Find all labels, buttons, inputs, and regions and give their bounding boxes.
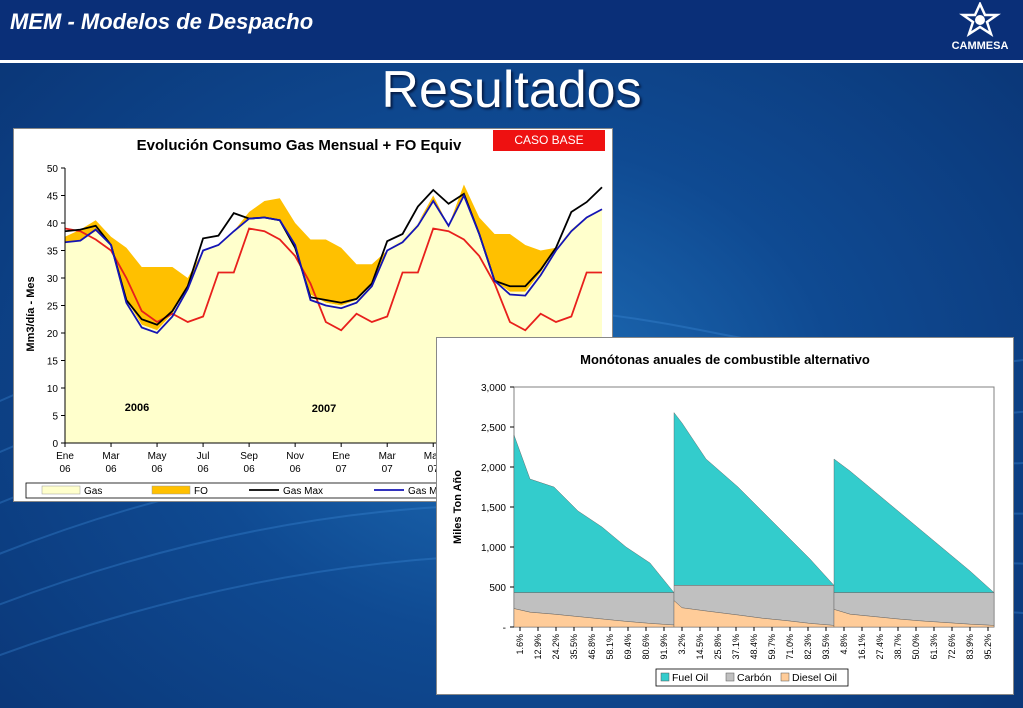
legend-label-gas-med: Gas Med (408, 486, 449, 497)
chart1-xtick-label-year: 06 (151, 464, 163, 475)
legend-swatch-diesel-oil (780, 672, 790, 682)
chart2-xtick-label: 35.5% (569, 634, 579, 660)
chart2-xtick-label: 46.8% (587, 634, 597, 660)
chart2-xtick-label: 59.7% (767, 634, 777, 660)
year-annotation-2006: 2006 (125, 402, 149, 414)
chart2-xtick-label: 80.6% (641, 634, 651, 660)
monotone-chart: Monótonas anuales de combustible alterna… (452, 352, 995, 687)
legend-swatch-fuel-oil (660, 672, 670, 682)
chart1-xtick-label-year: 07 (428, 464, 440, 475)
chart2-ytick-label: 2,000 (481, 463, 506, 474)
chart2-xtick-label: 71.0% (785, 634, 795, 660)
series-gas-max-line (64, 186, 603, 326)
logo-text: CAMMESA (951, 40, 1009, 52)
chart1-xtick-label-year: 06 (198, 464, 210, 475)
caso-base-badge: CASO BASE (493, 130, 605, 151)
chart1-ytick-label: 5 (52, 412, 58, 423)
chart2-xtick-label: 93.5% (821, 634, 831, 660)
legend-label-gas-max: Gas Max (283, 486, 323, 497)
legend-label-fo: FO (194, 486, 208, 497)
series-gas-min-line (64, 227, 602, 332)
chart2-xtick-label: 83.9% (965, 634, 975, 660)
chart1-xtick-label-month: Mar (102, 451, 120, 462)
header-divider (0, 60, 1023, 63)
chart1-ytick-label: 10 (47, 384, 59, 395)
chart1-xtick-label-month: Jul (197, 451, 210, 462)
chart1-xtick-label-month: May (424, 451, 443, 462)
chart1-xtick-label-month: May (148, 451, 167, 462)
chart1-xtick-label-year: 06 (105, 464, 117, 475)
chart1-ytick-label: 30 (47, 274, 59, 285)
chart2-xtick-label: 82.3% (803, 634, 813, 660)
legend-swatch-carbon (725, 672, 735, 682)
page-title: Resultados (381, 61, 642, 119)
chart2-xtick-label: 61.3% (929, 634, 939, 660)
chart2-ytick-label: 2,500 (481, 423, 506, 434)
cammesa-logo: CAMMESA (940, 0, 1020, 58)
legend-swatch-gas (41, 485, 81, 495)
chart2-xtick-label: 14.5% (695, 634, 705, 660)
chart2-ytick-label: 500 (489, 583, 506, 594)
chart1-xtick-label-year: 07 (382, 464, 394, 475)
chart2-xtick-label: 58.1% (605, 634, 615, 660)
chart1-ylabel: Mm3/día - Mes (25, 276, 37, 351)
chart2-xtick-label: 3.2% (677, 634, 687, 655)
chart2-xtick-label: 4.8% (839, 634, 849, 655)
series-fo-area (65, 184, 602, 331)
chart2-xtick-label: 25.8% (713, 634, 723, 660)
chart2-ylabel: Miles Ton Año (452, 470, 464, 544)
chart2-xtick-label: 1.6% (515, 634, 525, 655)
chart1-xtick-label-year: 06 (59, 464, 71, 475)
chart2-title: Monótonas anuales de combustible alterna… (580, 352, 870, 367)
chart1-xtick-label-year: 07 (336, 464, 348, 475)
chart1-ytick-label: 20 (47, 329, 59, 340)
chart1-xtick-label-month: Ene (332, 451, 350, 462)
chart2-xtick-label: 95.2% (983, 634, 993, 660)
chart1-xtick-label-month: Sep (240, 451, 258, 462)
chart2-xtick-label: 50.0% (911, 634, 921, 660)
chart2-xtick-label: 72.6% (947, 634, 957, 660)
chart1-ytick-label: 50 (47, 164, 59, 175)
chart1-ytick-label: 15 (47, 357, 59, 368)
chart1-xtick-label-year: 06 (290, 464, 302, 475)
series-gas-med-line (64, 193, 603, 335)
series-diesel-oil-area-segment-3 (833, 609, 995, 628)
chart2-ytick-label: 1,000 (481, 543, 506, 554)
chart2-ytick-label: - (503, 623, 506, 634)
chart1-ytick-label: 0 (52, 439, 58, 450)
chart2-xtick-label: 48.4% (749, 634, 759, 660)
legend-label-diesel-oil: Diesel Oil (792, 672, 837, 684)
chart2-xtick-label: 24.2% (551, 634, 561, 660)
chart1-xtick-label-month: Nov (286, 451, 304, 462)
chart2-xtick-label: 16.1% (857, 634, 867, 660)
chart1-ytick-label: 45 (47, 192, 59, 203)
chart2-legend: Fuel Oil Carbón Diesel Oil (655, 668, 849, 687)
legend-label-carbon: Carbón (737, 672, 772, 684)
chart2-xtick-label: 91.9% (659, 634, 669, 660)
chart2-xtick-label: 12.9% (533, 634, 543, 660)
chart1-xtick-label-month: Mar (379, 451, 397, 462)
chart2-ytick-label: 3,000 (481, 383, 506, 394)
app-title: MEM - Modelos de Despacho (10, 9, 314, 34)
legend-swatch-fo (151, 485, 191, 495)
chart1-ytick-label: 25 (47, 302, 59, 313)
star-logo-icon (959, 0, 1001, 37)
monotone-chart-panel: Monótonas anuales de combustible alterna… (436, 337, 1014, 695)
header-bar (0, 0, 1023, 62)
chart1-title: Evolución Consumo Gas Mensual + FO Equiv (137, 137, 462, 154)
chart1-xtick-label-month: Ene (56, 451, 74, 462)
chart2-legend-box (655, 668, 849, 687)
chart2-xtick-label: 27.4% (875, 634, 885, 660)
chart2-xtick-label: 69.4% (623, 634, 633, 660)
chart2-xtick-label: 37.1% (731, 634, 741, 660)
chart1-ytick-label: 40 (47, 219, 59, 230)
chart2-xtick-label: 38.7% (893, 634, 903, 660)
legend-label-gas: Gas (84, 486, 102, 497)
chart1-ytick-label: 35 (47, 247, 59, 258)
legend-label-fuel-oil: Fuel Oil (672, 672, 708, 684)
chart1-xtick-label-year: 06 (244, 464, 256, 475)
year-annotation-2007: 2007 (312, 403, 336, 415)
chart2-ytick-label: 1,500 (481, 503, 506, 514)
